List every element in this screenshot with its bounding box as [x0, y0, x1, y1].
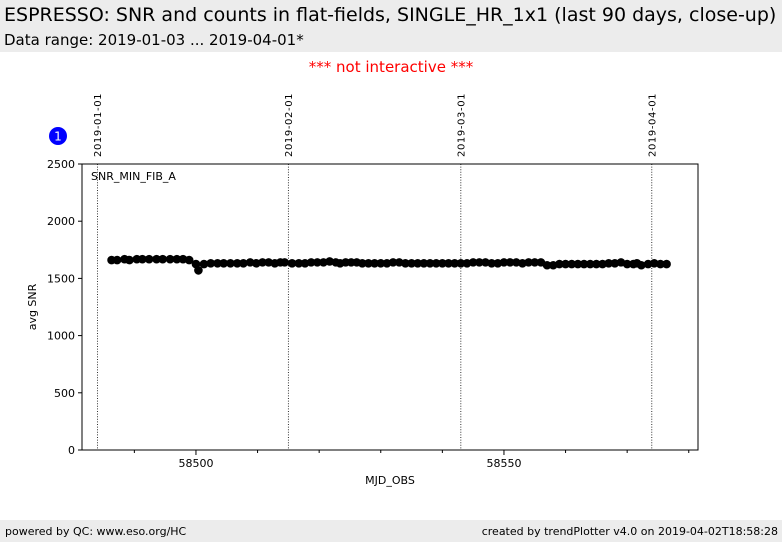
- data-point: [622, 259, 632, 269]
- data-point: [112, 255, 122, 265]
- data-point: [637, 260, 646, 270]
- data-point: [226, 258, 235, 268]
- data-point: [656, 259, 665, 269]
- badge-circle-icon: [49, 127, 67, 145]
- data-point: [258, 258, 267, 267]
- page-title: ESPRESSO: SNR and counts in flat-fields,…: [4, 4, 777, 26]
- data-point: [579, 259, 589, 269]
- y-tick-label: 2000: [47, 215, 75, 228]
- data-point: [239, 258, 248, 268]
- data-point: [376, 258, 386, 268]
- data-point: [370, 258, 379, 268]
- header-band: ESPRESSO: SNR and counts in flat-fields,…: [0, 0, 782, 52]
- data-point: [530, 258, 540, 267]
- data-point: [199, 259, 209, 269]
- data-point: [206, 258, 216, 268]
- data-point: [213, 258, 222, 268]
- y-tick-label: 500: [54, 387, 75, 400]
- data-point: [468, 258, 478, 267]
- data-points: [107, 254, 671, 275]
- x-tick-label: 58500: [178, 457, 213, 470]
- data-point: [306, 258, 316, 267]
- data-point: [487, 258, 496, 268]
- data-point: [561, 259, 570, 269]
- data-point: [184, 255, 194, 265]
- y-tick-label: 2500: [47, 158, 75, 171]
- date-marker-label: 2019-02-01: [284, 93, 295, 157]
- x-axis-label: MJD_OBS: [365, 474, 415, 487]
- data-point: [407, 258, 416, 268]
- data-point: [431, 258, 441, 268]
- data-point: [425, 258, 435, 268]
- date-markers: 2019-01-01 2019-02-01 2019-03-01 2019-04-01: [93, 93, 658, 450]
- data-point: [499, 258, 509, 267]
- data-point: [280, 258, 289, 267]
- data-point: [413, 258, 423, 268]
- data-point: [419, 258, 429, 268]
- y-tick-label: 0: [68, 444, 75, 457]
- series-annotation: SNR_MIN_FIB_A: [91, 170, 176, 183]
- data-point: [401, 258, 410, 268]
- date-marker-label: 2019-03-01: [456, 93, 467, 157]
- footer-generator: created by trendPlotter v4.0 on 2019-04-…: [481, 525, 778, 538]
- data-point: [555, 259, 564, 269]
- badge-label: 1: [54, 130, 62, 144]
- data-point: [144, 254, 154, 264]
- data-point: [152, 254, 161, 264]
- data-point: [524, 258, 533, 267]
- data-point: [604, 258, 613, 268]
- y-axis-label: avg SNR: [26, 283, 39, 330]
- y-tick-label: 1500: [47, 272, 75, 285]
- data-point: [573, 259, 583, 269]
- data-point: [444, 258, 453, 268]
- y-tick-label: 1000: [47, 330, 75, 343]
- data-point: [592, 259, 601, 269]
- data-point: [505, 258, 515, 267]
- data-point: [438, 258, 447, 268]
- data-point: [172, 254, 182, 264]
- footer-credit: powered by QC: www.eso.org/HC: [5, 525, 187, 538]
- data-point: [662, 259, 671, 269]
- data-point: [475, 258, 484, 267]
- not-interactive-notice: *** not interactive ***: [308, 58, 474, 76]
- date-marker-label: 2019-01-01: [93, 93, 104, 157]
- data-point: [567, 259, 577, 269]
- axes: 0 500 1000 1500 2000 2500 58500 58550: [47, 158, 690, 470]
- data-point: [125, 255, 134, 265]
- data-range-subtitle: Data range: 2019-01-03 ... 2019-04-01*: [4, 31, 304, 49]
- data-point: [456, 258, 466, 268]
- data-point: [294, 258, 304, 268]
- data-point: [357, 258, 367, 268]
- data-point: [138, 254, 147, 264]
- data-point: [158, 254, 167, 264]
- plot-frame: [81, 163, 699, 451]
- data-point: [313, 258, 322, 267]
- data-point: [219, 258, 228, 268]
- data-point: [388, 258, 398, 267]
- data-point: [542, 260, 552, 270]
- data-point: [287, 258, 297, 268]
- data-point: [194, 266, 203, 275]
- data-point: [364, 258, 373, 268]
- data-point: [585, 259, 595, 269]
- date-marker-label: 2019-04-01: [647, 93, 658, 157]
- data-point: [450, 258, 459, 268]
- plot-number-badge: 1: [49, 127, 67, 145]
- footer-band: [0, 520, 782, 542]
- x-tick-label: 58550: [486, 457, 521, 470]
- data-point: [232, 258, 242, 268]
- data-point: [165, 254, 175, 264]
